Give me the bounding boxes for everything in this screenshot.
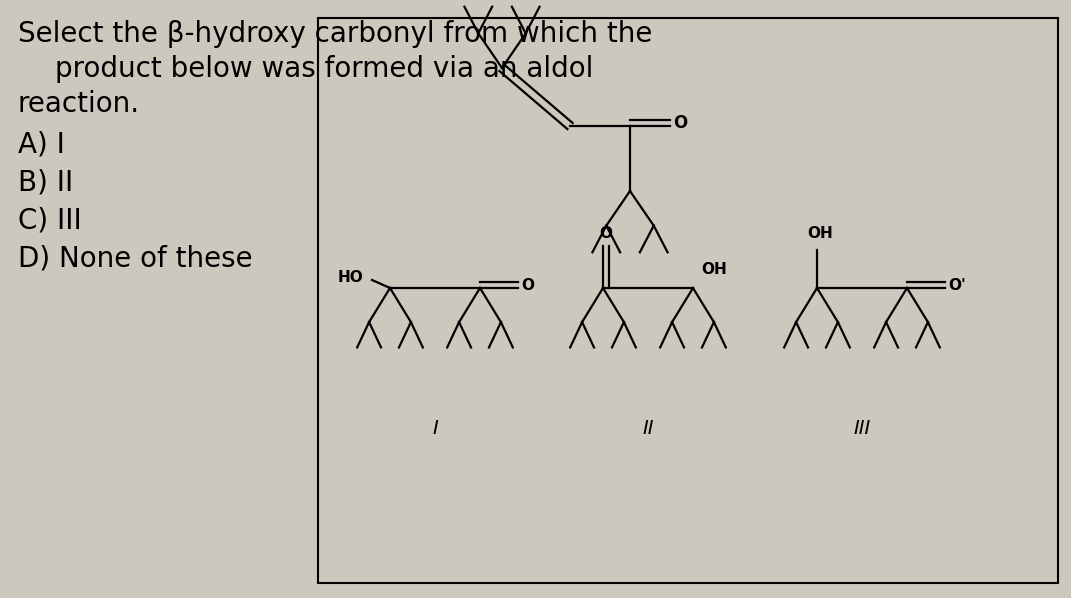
Text: O: O xyxy=(521,277,534,292)
Text: II: II xyxy=(643,419,653,438)
Text: HO: HO xyxy=(338,270,364,285)
Text: D) None of these: D) None of these xyxy=(18,244,253,272)
Text: reaction.: reaction. xyxy=(18,90,140,118)
Text: OH: OH xyxy=(808,225,833,240)
Text: III: III xyxy=(854,419,871,438)
Text: O: O xyxy=(673,114,688,132)
Text: O: O xyxy=(600,225,613,240)
Bar xyxy=(318,18,1058,583)
Text: C) III: C) III xyxy=(18,206,81,234)
Text: O': O' xyxy=(948,277,966,292)
Text: A) I: A) I xyxy=(18,130,65,158)
Text: OH: OH xyxy=(702,263,727,277)
Text: Select the β-hydroxy carbonyl from which the: Select the β-hydroxy carbonyl from which… xyxy=(18,20,652,48)
Text: product below was formed via an aldol: product below was formed via an aldol xyxy=(55,55,593,83)
Text: I: I xyxy=(432,419,438,438)
Text: B) II: B) II xyxy=(18,168,73,196)
